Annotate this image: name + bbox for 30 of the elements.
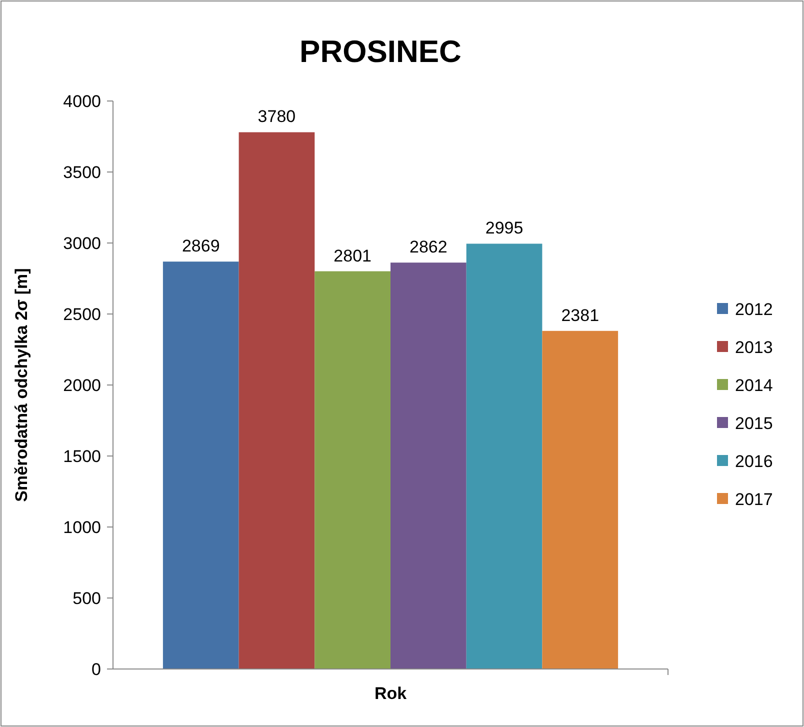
bar [542, 330, 618, 669]
data-label: 3780 [258, 107, 296, 126]
chart-title: PROSINEC [300, 34, 462, 69]
bar [466, 244, 542, 669]
y-tick-label: 2500 [63, 304, 101, 324]
bar [390, 262, 466, 669]
y-tick-label: 2000 [63, 376, 101, 395]
y-tick-label: 1500 [63, 446, 101, 466]
y-tick-label: 500 [72, 588, 101, 608]
x-axis-title: Rok [374, 684, 408, 703]
y-tick-label: 3500 [63, 162, 101, 182]
bar [314, 271, 390, 669]
legend-label: 2012 [735, 300, 773, 319]
bar [162, 262, 239, 669]
legend-label: 2013 [735, 338, 773, 357]
legend-label: 2016 [735, 452, 773, 471]
data-label: 2801 [334, 246, 372, 266]
data-label: 2995 [485, 218, 524, 238]
y-tick-label: 3000 [63, 234, 101, 253]
y-tick-label: 1000 [63, 518, 101, 537]
legend-label: 2014 [735, 376, 773, 395]
y-tick-label: 4000 [63, 92, 101, 111]
bar [238, 132, 315, 669]
legend-label: 2015 [735, 414, 773, 433]
y-tick-label: 0 [92, 660, 101, 679]
data-label: 2381 [561, 306, 600, 325]
y-axis-title: Směrodatná odchylka 2σ [m] [12, 268, 31, 502]
data-label: 2869 [182, 236, 220, 256]
data-label: 2862 [410, 238, 448, 257]
legend-label: 2017 [735, 490, 773, 509]
